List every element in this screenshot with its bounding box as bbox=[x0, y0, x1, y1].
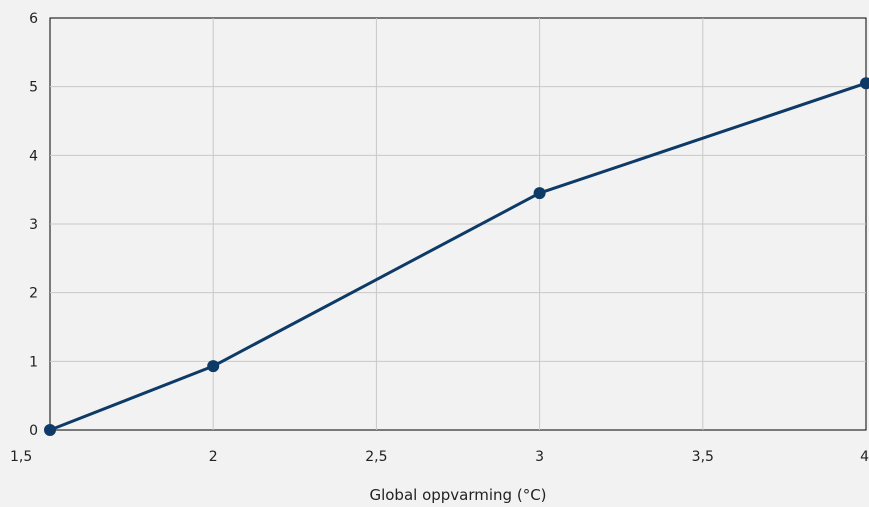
x-tick-label: 2 bbox=[209, 449, 218, 465]
y-tick-label: 1 bbox=[29, 354, 38, 370]
x-tick-label: 3,5 bbox=[692, 449, 714, 465]
series-line bbox=[49, 81, 867, 432]
x-axis-ticks: 1,5 2 2,5 3 3,5 4 bbox=[10, 449, 869, 465]
y-tick-label: 0 bbox=[29, 423, 38, 439]
x-tick-label: 1,5 bbox=[10, 449, 32, 465]
y-tick-label: 5 bbox=[29, 80, 38, 96]
data-point bbox=[860, 77, 869, 90]
x-tick-label: 2,5 bbox=[365, 449, 387, 465]
y-tick-label: 3 bbox=[29, 217, 38, 233]
y-tick-label: 2 bbox=[29, 286, 38, 302]
data-point bbox=[207, 360, 220, 373]
x-tick-label: 4 bbox=[860, 449, 869, 465]
data-point bbox=[533, 187, 546, 200]
y-tick-label: 6 bbox=[29, 11, 38, 27]
series-layer bbox=[44, 77, 869, 436]
y-axis-ticks: 0 1 2 3 4 5 6 bbox=[29, 11, 38, 439]
data-point bbox=[44, 424, 56, 436]
x-tick-label: 3 bbox=[535, 449, 544, 465]
y-tick-label: 4 bbox=[29, 148, 38, 164]
x-axis-label: Global oppvarming (°C) bbox=[369, 486, 546, 504]
